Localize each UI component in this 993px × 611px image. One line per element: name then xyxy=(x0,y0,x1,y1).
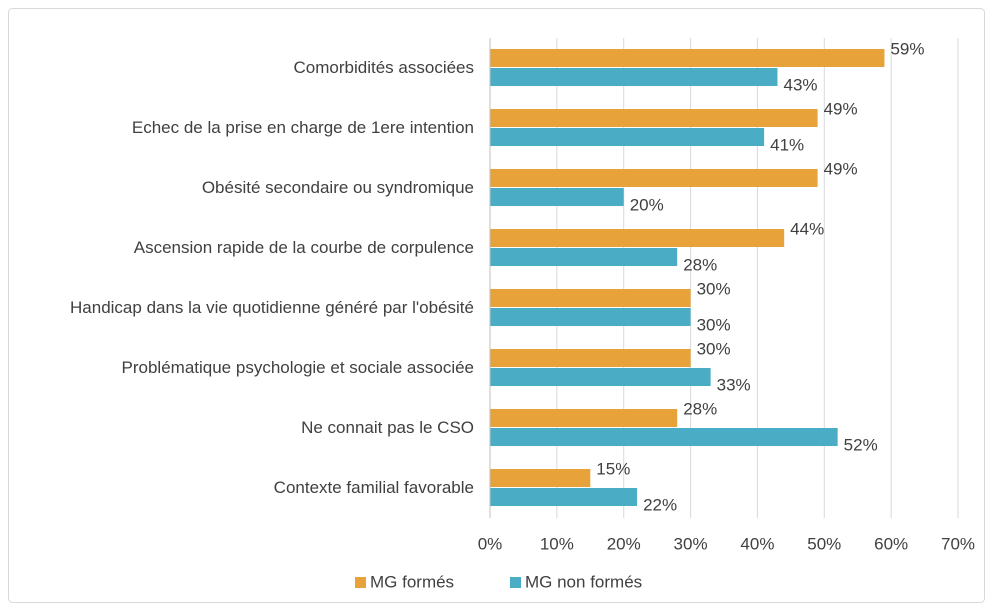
bar xyxy=(490,68,778,86)
data-label: 49% xyxy=(824,159,858,178)
bar xyxy=(490,169,818,187)
data-label: 44% xyxy=(790,219,824,238)
legend-label: MG non formés xyxy=(525,572,642,591)
x-tick-label: 70% xyxy=(941,534,975,553)
bar xyxy=(490,289,691,307)
bar xyxy=(490,368,711,386)
x-tick-label: 10% xyxy=(540,534,574,553)
bar xyxy=(490,349,691,367)
bar xyxy=(490,488,638,506)
x-tick-label: 20% xyxy=(607,534,641,553)
category-label: Handicap dans la vie quotidienne généré … xyxy=(70,298,474,317)
data-label: 52% xyxy=(844,435,878,454)
data-label: 30% xyxy=(697,279,731,298)
category-label: Contexte familial favorable xyxy=(273,478,474,497)
category-label: Obésité secondaire ou syndromique xyxy=(201,178,474,197)
data-label: 43% xyxy=(783,75,817,94)
bar xyxy=(490,188,624,206)
category-label: Comorbidités associées xyxy=(293,58,474,77)
x-tick-label: 0% xyxy=(478,534,503,553)
data-label: 15% xyxy=(596,459,630,478)
bar xyxy=(490,109,818,127)
data-label: 59% xyxy=(890,39,924,58)
bar xyxy=(490,128,765,146)
data-label: 30% xyxy=(697,315,731,334)
bar xyxy=(490,428,838,446)
data-label: 20% xyxy=(630,195,664,214)
data-label: 30% xyxy=(697,339,731,358)
bar xyxy=(490,248,678,266)
legend-swatch xyxy=(355,577,366,588)
bar xyxy=(490,49,885,67)
x-tick-label: 30% xyxy=(674,534,708,553)
x-tick-label: 40% xyxy=(740,534,774,553)
bar xyxy=(490,229,785,247)
data-label: 22% xyxy=(643,495,677,514)
x-tick-label: 50% xyxy=(807,534,841,553)
data-label: 49% xyxy=(824,99,858,118)
data-label: 28% xyxy=(683,399,717,418)
category-label: Problématique psychologie et sociale ass… xyxy=(121,358,474,377)
x-tick-label: 60% xyxy=(874,534,908,553)
category-label: Echec de la prise en charge de 1ere inte… xyxy=(131,118,474,137)
legend-label: MG formés xyxy=(370,572,454,591)
legend-swatch xyxy=(510,577,521,588)
bar xyxy=(490,308,691,326)
data-label: 33% xyxy=(717,375,751,394)
data-label: 28% xyxy=(683,255,717,274)
data-label: 41% xyxy=(770,135,804,154)
bar xyxy=(490,469,591,487)
category-label: Ascension rapide de la courbe de corpule… xyxy=(133,238,474,257)
category-label: Ne connait pas le CSO xyxy=(301,418,474,437)
bar xyxy=(490,409,678,427)
